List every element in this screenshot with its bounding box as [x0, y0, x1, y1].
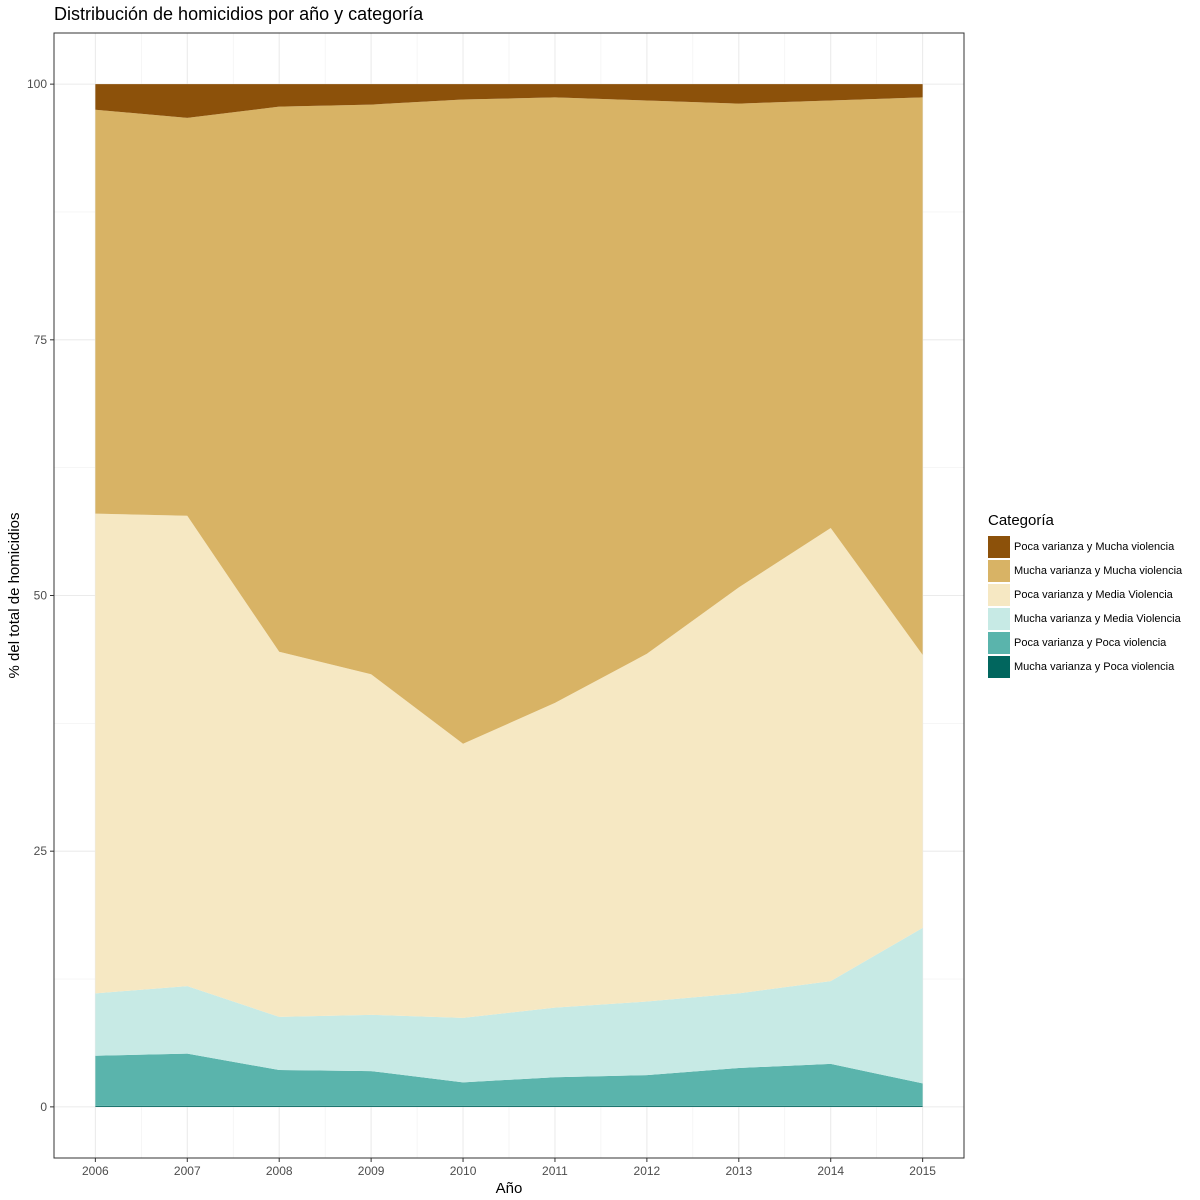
legend-items: Poca varianza y Mucha violencia Mucha var… [988, 535, 1182, 679]
legend-key [988, 656, 1010, 678]
legend: Categoría Poca varianza y Mucha violenci… [988, 512, 1182, 679]
y-tick-label: 75 [34, 333, 48, 347]
legend-item: Poca varianza y Mucha violencia [988, 535, 1182, 559]
legend-key [988, 560, 1010, 582]
chart-title: Distribución de homicidios por año y cat… [54, 4, 424, 24]
legend-item: Mucha varianza y Media Violencia [988, 607, 1182, 631]
legend-key [988, 632, 1010, 654]
area-series-1 [95, 1053, 923, 1106]
legend-item: Mucha varianza y Poca violencia [988, 655, 1182, 679]
x-tick-label: 2012 [634, 1164, 661, 1178]
area-series-2 [95, 927, 923, 1084]
x-tick-label: 2008 [266, 1164, 293, 1178]
legend-label: Poca varianza y Poca violencia [1014, 637, 1167, 649]
legend-label: Mucha varianza y Media Violencia [1014, 613, 1181, 625]
y-tick-label: 100 [27, 77, 47, 91]
legend-item: Poca varianza y Poca violencia [988, 631, 1182, 655]
legend-item: Mucha varianza y Mucha violencia [988, 559, 1182, 583]
legend-key [988, 584, 1010, 606]
area-series-4 [95, 97, 923, 744]
legend-item: Poca varianza y Media Violencia [988, 583, 1182, 607]
x-tick-label: 2015 [909, 1164, 936, 1178]
legend-key [988, 536, 1010, 558]
y-axis-title: % del total de homicidios [6, 513, 23, 679]
x-tick-label: 2013 [725, 1164, 752, 1178]
y-tick-label: 50 [34, 589, 48, 603]
area-series-0 [95, 1105, 923, 1107]
x-axis-title: Año [496, 1180, 523, 1197]
legend-label: Mucha varianza y Mucha violencia [1014, 565, 1183, 577]
area-series-3 [95, 513, 923, 1018]
legend-key [988, 608, 1010, 630]
legend-label: Poca varianza y Mucha violencia [1014, 541, 1175, 553]
y-tick-label: 0 [40, 1100, 47, 1114]
y-tick-label: 25 [34, 844, 48, 858]
x-tick-label: 2011 [542, 1164, 568, 1178]
x-tick-label: 2009 [358, 1164, 385, 1178]
area-series-5 [95, 84, 923, 118]
legend-title: Categoría [988, 512, 1054, 529]
x-tick-label: 2014 [817, 1164, 844, 1178]
legend-label: Poca varianza y Media Violencia [1014, 589, 1173, 601]
legend-label: Mucha varianza y Poca violencia [1014, 661, 1175, 673]
axis-ticks: 0 25 50 75 100 2006 2007 2008 2009 2010 2011 2012 20… [27, 77, 936, 1178]
x-tick-label: 2006 [82, 1164, 109, 1178]
x-tick-label: 2010 [450, 1164, 477, 1178]
stacked-areas [95, 84, 923, 1107]
x-tick-label: 2007 [174, 1164, 201, 1178]
